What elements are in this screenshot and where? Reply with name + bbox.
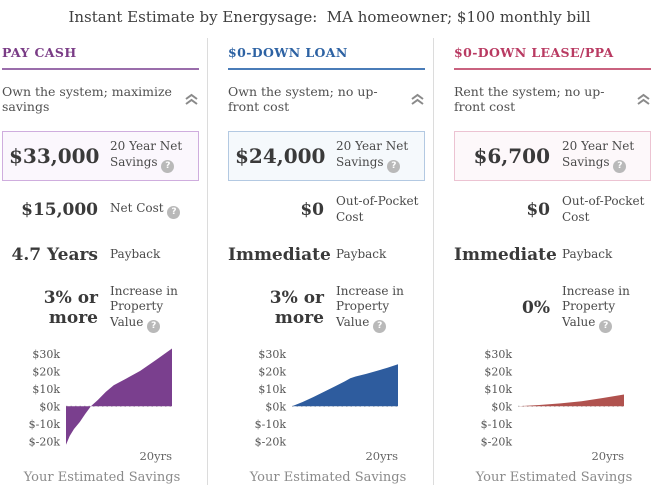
svg-text:20yrs: 20yrs (365, 449, 398, 463)
metric-value: $15,000 (21, 199, 98, 220)
svg-text:$30k: $30k (32, 348, 60, 361)
collapse-chevron-icon[interactable] (636, 93, 651, 105)
plan-subtitle: Own the system; maximize savings (2, 84, 199, 114)
net-savings-box: $33,000 20 Year Net Savings ? (2, 131, 199, 181)
metric-row-payback: Immediate Payback (228, 239, 425, 271)
svg-text:$-20k: $-20k (29, 435, 61, 448)
svg-text:$-20k: $-20k (255, 435, 287, 448)
svg-text:$10k: $10k (484, 383, 512, 396)
plan-subtitle-text: Own the system; no up-front cost (228, 84, 378, 114)
metric-value: 0% (522, 298, 550, 319)
savings-chart: $30k $20k $10k $0k $-10k $-20k 20yrs (29, 348, 172, 463)
plan-header: $0-DOWN LEASE/PPA (454, 38, 651, 70)
net-savings-value: $6,700 (473, 143, 550, 168)
plan-subtitle: Rent the system; no up-front cost (454, 84, 651, 114)
metric-row-payback: 4.7 Years Payback (2, 239, 199, 271)
metric-label: Payback (336, 246, 387, 261)
metric-value: $0 (526, 199, 550, 220)
net-savings-label: 20 Year Net Savings ? (110, 139, 183, 173)
help-icon[interactable]: ? (147, 319, 161, 333)
collapse-chevron-icon[interactable] (410, 93, 425, 105)
plan-column-pay-cash: PAY CASH Own the system; maximize saving… (0, 38, 207, 485)
metric-label: Increase in Property Value ? (562, 283, 630, 333)
plan-subtitle-text: Own the system; maximize savings (2, 84, 172, 114)
savings-chart: $30k $20k $10k $0k $-10k $-20k 20yrs (255, 348, 398, 463)
metric-label: Payback (562, 246, 613, 261)
svg-text:20yrs: 20yrs (139, 449, 172, 463)
metric-row-property-value: 0% Increase in Property Value ? (454, 284, 651, 333)
plan-column-loan: $0-DOWN LOAN Own the system; no up-front… (207, 38, 433, 485)
net-savings-label: 20 Year Net Savings ? (336, 139, 409, 173)
metric-value: Immediate (454, 244, 557, 265)
plans-comparison: PAY CASH Own the system; maximize saving… (0, 38, 659, 485)
help-icon[interactable]: ? (167, 205, 181, 219)
metric-label: Out-of-Pocket Cost (562, 194, 645, 224)
savings-chart-wrap: $30k $20k $10k $0k $-10k $-20k 20yrs Your Esti… (2, 345, 202, 485)
svg-text:$10k: $10k (258, 383, 286, 396)
metric-label: Increase in Property Value ? (336, 283, 404, 333)
svg-text:$-10k: $-10k (255, 418, 287, 431)
svg-text:$10k: $10k (32, 383, 60, 396)
chart-caption: Your Estimated Savings (23, 469, 181, 485)
svg-text:$0k: $0k (265, 400, 286, 413)
net-savings-label: 20 Year Net Savings ? (562, 139, 635, 173)
svg-text:$-10k: $-10k (29, 418, 61, 431)
metric-value: $0 (300, 199, 324, 220)
help-icon[interactable]: ? (161, 159, 175, 173)
svg-text:$0k: $0k (39, 400, 60, 413)
net-savings-box: $24,000 20 Year Net Savings ? (228, 131, 425, 181)
plan-column-lease-ppa: $0-DOWN LEASE/PPA Rent the system; no up… (433, 38, 659, 485)
help-icon[interactable]: ? (373, 319, 387, 333)
metric-value: 3% or more (43, 288, 98, 329)
svg-text:$0k: $0k (491, 400, 512, 413)
svg-text:$20k: $20k (32, 365, 60, 378)
help-icon[interactable]: ? (387, 159, 401, 173)
savings-chart: $30k $20k $10k $0k $-10k $-20k 20yrs (481, 348, 624, 463)
help-icon[interactable]: ? (599, 319, 613, 333)
svg-text:20yrs: 20yrs (591, 449, 624, 463)
metric-label: Payback (110, 246, 161, 261)
svg-text:$-10k: $-10k (481, 418, 513, 431)
svg-text:$30k: $30k (484, 348, 512, 361)
svg-text:$20k: $20k (258, 365, 286, 378)
metric-value: Immediate (228, 244, 331, 265)
metric-label: Increase in Property Value ? (110, 283, 178, 333)
svg-text:$30k: $30k (258, 348, 286, 361)
savings-chart-wrap: $30k $20k $10k $0k $-10k $-20k 20yrs Your Esti… (228, 345, 428, 485)
chart-caption: Your Estimated Savings (249, 469, 407, 485)
plan-header: $0-DOWN LOAN (228, 38, 425, 70)
metric-label: Out-of-Pocket Cost (336, 194, 419, 224)
metric-value: 4.7 Years (11, 244, 98, 265)
metric-value: 3% or more (269, 288, 324, 329)
svg-text:$20k: $20k (484, 365, 512, 378)
net-savings-box: $6,700 20 Year Net Savings ? (454, 131, 651, 181)
metric-row-property-value: 3% or more Increase in Property Value ? (228, 284, 425, 333)
metric-row-property-value: 3% or more Increase in Property Value ? (2, 284, 199, 333)
metric-row-out-of-pocket: $0 Out-of-Pocket Cost (454, 194, 651, 226)
svg-text:$-20k: $-20k (481, 435, 513, 448)
savings-chart-wrap: $30k $20k $10k $0k $-10k $-20k 20yrs Your Esti… (454, 345, 654, 485)
plan-header: PAY CASH (2, 38, 199, 70)
metric-row-net-cost: $15,000 Net Cost ? (2, 194, 199, 226)
page-title: Instant Estimate by Energysage: MA homeo… (68, 8, 591, 26)
plan-subtitle-text: Rent the system; no up-front cost (454, 84, 605, 114)
collapse-chevron-icon[interactable] (184, 93, 199, 105)
net-savings-value: $24,000 (235, 143, 326, 168)
metric-label: Net Cost ? (110, 201, 181, 219)
chart-caption: Your Estimated Savings (475, 469, 633, 485)
help-icon[interactable]: ? (613, 159, 627, 173)
net-savings-value: $33,000 (9, 143, 100, 168)
metric-row-out-of-pocket: $0 Out-of-Pocket Cost (228, 194, 425, 226)
metric-row-payback: Immediate Payback (454, 239, 651, 271)
plan-subtitle: Own the system; no up-front cost (228, 84, 425, 114)
